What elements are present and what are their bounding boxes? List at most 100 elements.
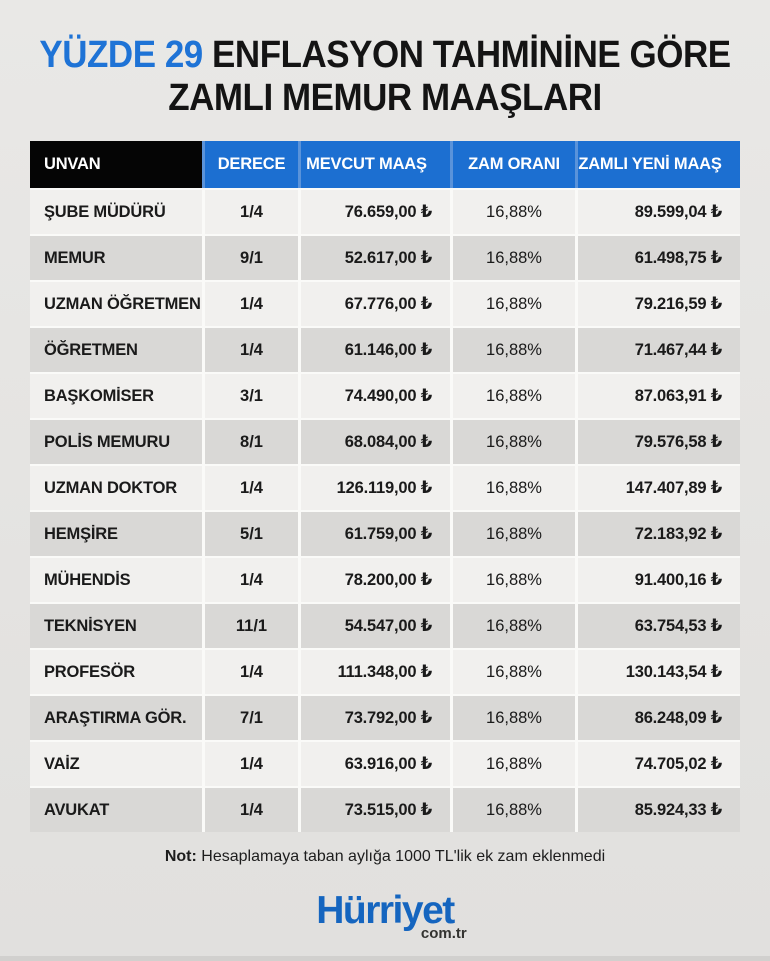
table-row: ŞUBE MÜDÜRÜ 1/4 76.659,00 ₺ 16,88% 89.59…: [30, 190, 740, 234]
cell-derece: 1/4: [205, 742, 298, 786]
table-header-row: UNVAN DERECE MEVCUT MAAŞ ZAM ORANI ZAMLI…: [30, 141, 740, 188]
cell-unvan: MÜHENDİS: [30, 558, 202, 602]
cell-derece: 8/1: [205, 420, 298, 464]
cell-mevcut-maas: 68.084,00 ₺: [301, 420, 450, 464]
cell-zamli-yeni-maas: 74.705,02 ₺: [578, 742, 740, 786]
table-row: TEKNİSYEN 11/1 54.547,00 ₺ 16,88% 63.754…: [30, 604, 740, 648]
cell-derece: 1/4: [205, 558, 298, 602]
cell-derece: 1/4: [205, 466, 298, 510]
title-line1-rest: ENFLASYON TAHMİNİNE GÖRE: [212, 34, 731, 76]
cell-mevcut-maas: 73.515,00 ₺: [301, 788, 450, 832]
cell-mevcut-maas: 74.490,00 ₺: [301, 374, 450, 418]
cell-zamli-yeni-maas: 71.467,44 ₺: [578, 328, 740, 372]
cell-mevcut-maas: 76.659,00 ₺: [301, 190, 450, 234]
cell-zam-orani: 16,88%: [453, 190, 575, 234]
table-row: PROFESÖR 1/4 111.348,00 ₺ 16,88% 130.143…: [30, 650, 740, 694]
cell-zamli-yeni-maas: 79.216,59 ₺: [578, 282, 740, 326]
header-derece: DERECE: [205, 141, 298, 188]
cell-zam-orani: 16,88%: [453, 696, 575, 740]
footnote-label: Not:: [164, 848, 197, 865]
salary-table: UNVAN DERECE MEVCUT MAAŞ ZAM ORANI ZAMLI…: [30, 141, 740, 832]
cell-zam-orani: 16,88%: [453, 466, 575, 510]
cell-derece: 9/1: [205, 236, 298, 280]
hurriyet-logo: Hürriyet com.tr: [316, 889, 467, 942]
cell-derece: 1/4: [205, 328, 298, 372]
cell-unvan: UZMAN DOKTOR: [30, 466, 202, 510]
cell-zamli-yeni-maas: 130.143,54 ₺: [578, 650, 740, 694]
cell-zam-orani: 16,88%: [453, 282, 575, 326]
title-line-2: ZAMLI MEMUR MAAŞLARI: [168, 77, 602, 119]
cell-zamli-yeni-maas: 91.400,16 ₺: [578, 558, 740, 602]
cell-zamli-yeni-maas: 63.754,53 ₺: [578, 604, 740, 648]
cell-mevcut-maas: 63.916,00 ₺: [301, 742, 450, 786]
hurriyet-wordmark: Hürriyet: [316, 889, 455, 932]
cell-mevcut-maas: 61.759,00 ₺: [301, 512, 450, 556]
cell-zamli-yeni-maas: 85.924,33 ₺: [578, 788, 740, 832]
cell-zam-orani: 16,88%: [453, 328, 575, 372]
header-mevcut-maas: MEVCUT MAAŞ: [301, 141, 450, 188]
header-unvan: UNVAN: [30, 141, 202, 188]
cell-unvan: VAİZ: [30, 742, 202, 786]
cell-derece: 7/1: [205, 696, 298, 740]
cell-unvan: ARAŞTIRMA GÖR.: [30, 696, 202, 740]
table-row: UZMAN DOKTOR 1/4 126.119,00 ₺ 16,88% 147…: [30, 466, 740, 510]
cell-zam-orani: 16,88%: [453, 788, 575, 832]
cell-zamli-yeni-maas: 61.498,75 ₺: [578, 236, 740, 280]
cell-mevcut-maas: 67.776,00 ₺: [301, 282, 450, 326]
cell-zamli-yeni-maas: 89.599,04 ₺: [578, 190, 740, 234]
cell-unvan: PROFESÖR: [30, 650, 202, 694]
header-zamli-yeni-maas: ZAMLI YENİ MAAŞ: [578, 141, 740, 188]
title-line-1: YÜZDE 29 ENFLASYON TAHMİNİNE GÖRE: [31, 34, 739, 77]
page-title: YÜZDE 29 ENFLASYON TAHMİNİNE GÖRE ZAMLI …: [31, 34, 739, 120]
cell-zamli-yeni-maas: 147.407,89 ₺: [578, 466, 740, 510]
header-zam-orani: ZAM ORANI: [453, 141, 575, 188]
title-highlight: YÜZDE 29: [39, 34, 203, 76]
cell-mevcut-maas: 111.348,00 ₺: [301, 650, 450, 694]
cell-mevcut-maas: 126.119,00 ₺: [301, 466, 450, 510]
cell-derece: 1/4: [205, 190, 298, 234]
table-row: BAŞKOMİSER 3/1 74.490,00 ₺ 16,88% 87.063…: [30, 374, 740, 418]
cell-zam-orani: 16,88%: [453, 236, 575, 280]
table-row: AVUKAT 1/4 73.515,00 ₺ 16,88% 85.924,33 …: [30, 788, 740, 832]
cell-zam-orani: 16,88%: [453, 742, 575, 786]
cell-zam-orani: 16,88%: [453, 604, 575, 648]
table-row: MÜHENDİS 1/4 78.200,00 ₺ 16,88% 91.400,1…: [30, 558, 740, 602]
cell-unvan: MEMUR: [30, 236, 202, 280]
cell-zam-orani: 16,88%: [453, 420, 575, 464]
cell-unvan: ÖĞRETMEN: [30, 328, 202, 372]
cell-derece: 3/1: [205, 374, 298, 418]
cell-unvan: HEMŞİRE: [30, 512, 202, 556]
hurriyet-domain-suffix: com.tr: [420, 925, 467, 942]
cell-derece: 1/4: [205, 788, 298, 832]
footer: Hürriyet com.tr: [0, 889, 770, 943]
cell-unvan: UZMAN ÖĞRETMEN: [30, 282, 202, 326]
cell-unvan: POLİS MEMURU: [30, 420, 202, 464]
cell-derece: 1/4: [205, 650, 298, 694]
cell-derece: 11/1: [205, 604, 298, 648]
cell-zamli-yeni-maas: 86.248,09 ₺: [578, 696, 740, 740]
table-row: ÖĞRETMEN 1/4 61.146,00 ₺ 16,88% 71.467,4…: [30, 328, 740, 372]
cell-zamli-yeni-maas: 72.183,92 ₺: [578, 512, 740, 556]
table-row: VAİZ 1/4 63.916,00 ₺ 16,88% 74.705,02 ₺: [30, 742, 740, 786]
cell-unvan: BAŞKOMİSER: [30, 374, 202, 418]
table-row: MEMUR 9/1 52.617,00 ₺ 16,88% 61.498,75 ₺: [30, 236, 740, 280]
table-row: UZMAN ÖĞRETMEN 1/4 67.776,00 ₺ 16,88% 79…: [30, 282, 740, 326]
cell-mevcut-maas: 54.547,00 ₺: [301, 604, 450, 648]
cell-zam-orani: 16,88%: [453, 650, 575, 694]
cell-mevcut-maas: 73.792,00 ₺: [301, 696, 450, 740]
footnote: Not: Hesaplamaya taban aylığa 1000 TL'li…: [0, 848, 770, 866]
cell-unvan: AVUKAT: [30, 788, 202, 832]
table-row: POLİS MEMURU 8/1 68.084,00 ₺ 16,88% 79.5…: [30, 420, 740, 464]
footnote-text: Hesaplamaya taban aylığa 1000 TL'lik ek …: [201, 848, 606, 865]
cell-zam-orani: 16,88%: [453, 512, 575, 556]
cell-zam-orani: 16,88%: [453, 558, 575, 602]
cell-mevcut-maas: 61.146,00 ₺: [301, 328, 450, 372]
cell-mevcut-maas: 52.617,00 ₺: [301, 236, 450, 280]
table-row: HEMŞİRE 5/1 61.759,00 ₺ 16,88% 72.183,92…: [30, 512, 740, 556]
cell-mevcut-maas: 78.200,00 ₺: [301, 558, 450, 602]
table-row: ARAŞTIRMA GÖR. 7/1 73.792,00 ₺ 16,88% 86…: [30, 696, 740, 740]
cell-unvan: ŞUBE MÜDÜRÜ: [30, 190, 202, 234]
cell-unvan: TEKNİSYEN: [30, 604, 202, 648]
cell-zamli-yeni-maas: 79.576,58 ₺: [578, 420, 740, 464]
